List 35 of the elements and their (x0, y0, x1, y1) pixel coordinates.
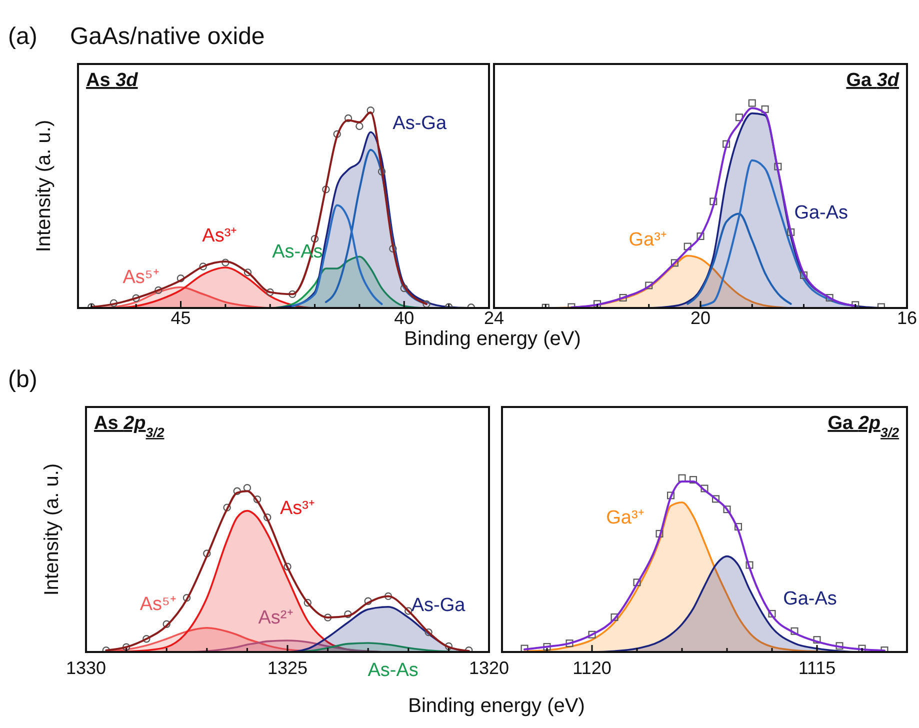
series-label: As-Ga (411, 594, 466, 616)
series-label: Ga-As (783, 588, 837, 610)
y-axis-title: Intensity (a. u.) (33, 120, 55, 252)
series-label: Ga-As (794, 202, 848, 224)
x-tick-label: 24 (484, 308, 504, 328)
x-tick-label: 40 (394, 308, 414, 328)
chart-title: Ga 3d (846, 70, 900, 91)
point (748, 99, 756, 107)
chart-title: As 3d (86, 70, 138, 91)
x-tick-label: 1120 (572, 658, 612, 678)
text: (b) (8, 366, 38, 393)
x-tick-label: 45 (170, 308, 191, 328)
x-axis-title: Binding energy (eV) (404, 328, 581, 350)
series-label: Ga³⁺ (606, 507, 644, 528)
text: GaAs/native oxide (70, 23, 265, 50)
text: (a) (8, 23, 38, 50)
series-label: As⁵⁺ (122, 267, 159, 288)
x-tick-label: 20 (690, 308, 711, 328)
series-label: As-Ga (392, 113, 447, 134)
x-tick-label: 1330 (66, 658, 106, 678)
y-axis-title: Intensity (a. u.) (41, 463, 63, 596)
series-label: Ga³⁺ (628, 230, 666, 251)
x-tick-label: 1320 (468, 658, 510, 678)
point (356, 122, 364, 130)
series-label: As³⁺ (280, 498, 314, 519)
series-label: As²⁺ (258, 608, 293, 629)
series-label: As⁵⁺ (140, 594, 176, 615)
x-axis-title: Binding energy (eV) (408, 695, 585, 717)
chart-title: As 2p$_{3/2}$ (94, 413, 165, 440)
series-label: As-As (368, 660, 418, 681)
x-tick-label: 1325 (267, 658, 308, 678)
x-tick-label: 16 (896, 308, 918, 328)
series-label: As³⁺ (202, 226, 237, 246)
x-tick-label: 1115 (798, 658, 836, 678)
chart-title: Ga 2p$_{3/2}$ (828, 413, 900, 440)
